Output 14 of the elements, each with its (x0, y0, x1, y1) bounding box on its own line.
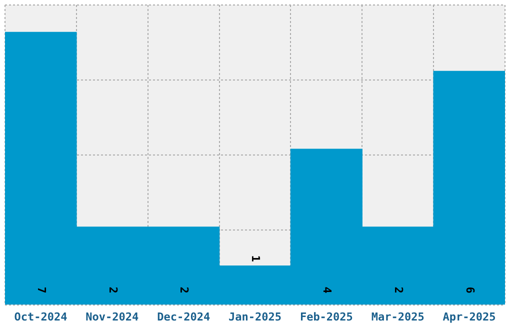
x-tick-label: Dec-2024 (157, 310, 210, 324)
x-tick-label: Apr-2025 (442, 310, 496, 324)
data-label: 1 (249, 255, 262, 262)
data-label: 7 (34, 286, 48, 294)
x-tick-label: Feb-2025 (300, 310, 353, 324)
x-tick-label: Jan-2025 (228, 310, 282, 324)
data-label: 4 (320, 286, 334, 294)
data-label: 2 (106, 286, 120, 294)
x-tick-label: Nov-2024 (86, 310, 140, 324)
x-tick-label: Mar-2025 (371, 310, 424, 324)
x-tick-label: Oct-2024 (14, 310, 68, 324)
data-label: 2 (178, 286, 191, 294)
data-label: 6 (463, 286, 476, 294)
data-label: 2 (392, 286, 405, 294)
